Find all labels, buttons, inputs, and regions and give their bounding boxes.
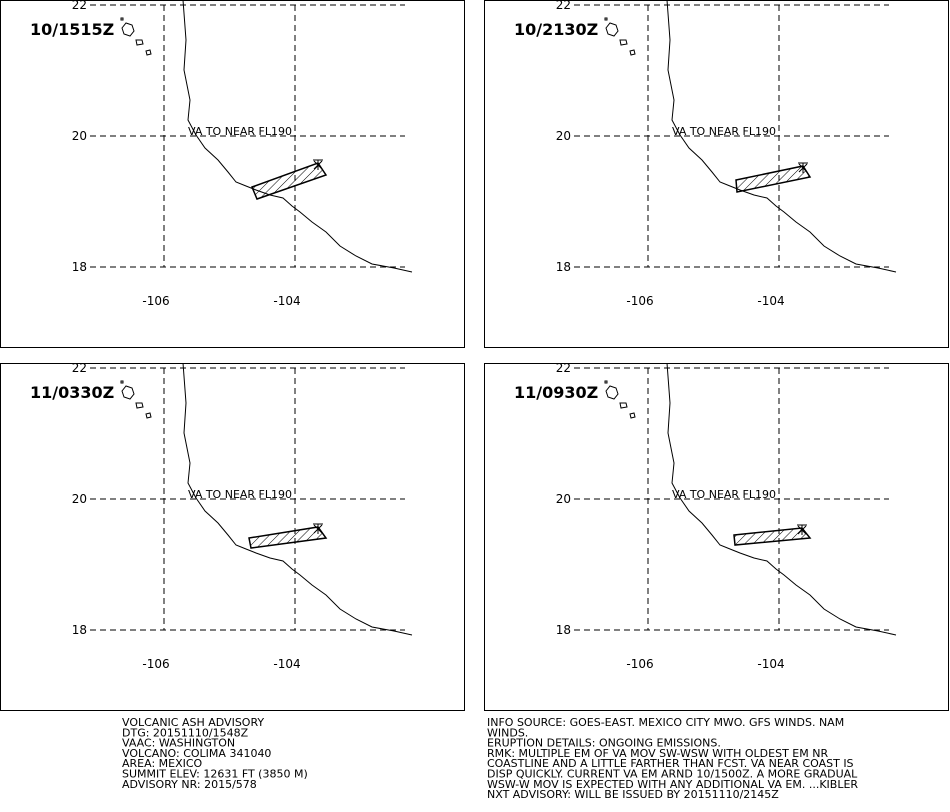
island [629,412,636,419]
longitude-label: -106 [626,657,653,671]
forecast-time: 11/0330Z [30,383,114,402]
forecast-time: 10/2130Z [514,20,598,39]
advisory-line: DISP QUICKLY. CURRENT VA EM ARND 10/1500… [487,768,858,781]
advisory-line: AREA: MEXICO [122,757,203,770]
longitude-label: -104 [273,294,300,308]
advisory-line: WSW-W MOV IS EXPECTED WITH ANY ADDITIONA… [487,778,858,791]
panel-border [484,363,949,711]
latitude-label: 22 [72,0,87,12]
island [619,39,628,46]
island [121,385,135,400]
island [120,17,124,21]
island [135,39,144,46]
volcano-symbol [313,159,323,170]
longitude-label: -104 [273,657,300,671]
ash-area [251,162,328,200]
advisory-line: RMK: MULTIPLE EM OF VA MOV SW-WSW WITH O… [487,747,828,760]
latitude-label: 20 [72,129,87,143]
island [605,385,619,400]
island [629,49,636,56]
ash-area [733,527,812,546]
volcano-symbol [313,523,323,534]
island [121,22,135,37]
latitude-label: 22 [72,361,87,375]
ash-annotation: VA TO NEAR FL190 [672,125,776,138]
ash-area [735,165,812,193]
longitude-label: -106 [142,657,169,671]
island [135,402,144,409]
advisory-line: DTG: 20151110/1548Z [122,726,249,739]
latitude-label: 20 [556,129,571,143]
latitude-label: 18 [556,260,571,274]
ash-annotation: VA TO NEAR FL190 [188,488,292,501]
advisory-line: WINDS. [487,726,528,739]
island [145,412,152,419]
latitude-label: 18 [72,260,87,274]
panel-border [484,0,949,348]
ash-annotation: VA TO NEAR FL190 [672,488,776,501]
longitude-label: -104 [757,294,784,308]
volcano-symbol [798,162,808,173]
latitude-label: 22 [556,0,571,12]
advisory-line: VOLCANIC ASH ADVISORY [122,716,264,729]
coastline [182,362,413,636]
forecast-time: 10/1515Z [30,20,114,39]
island [604,380,608,384]
advisory-line: NXT ADVISORY: WILL BE ISSUED BY 20151110… [487,788,779,801]
island [145,49,152,56]
panel-border [0,0,465,348]
latitude-label: 18 [72,623,87,637]
advisory-line: COASTLINE AND A LITTLE FARTHER THAN FCST… [487,757,854,770]
coastline [666,362,897,636]
island [120,380,124,384]
map-panel: 22 20 18 -106 -104 11/0330Z VA TO NEAR FL190 [0,361,465,711]
advisory-line: INFO SOURCE: GOES-EAST. MEXICO CITY MWO.… [487,716,844,729]
advisory-line: ADVISORY NR: 2015/578 [122,778,257,791]
latitude-label: 20 [72,492,87,506]
longitude-label: -106 [626,294,653,308]
advisory-line: SUMMIT ELEV: 12631 FT (3850 M) [122,768,308,781]
panel-border [0,363,465,711]
volcano-symbol [797,524,807,535]
map-panel: 22 20 18 -106 -104 11/0930Z VA TO NEAR FL190 [484,361,949,711]
advisory-line: ERUPTION DETAILS: ONGOING EMISSIONS. [487,737,721,750]
island [605,22,619,37]
latitude-label: 20 [556,492,571,506]
advisory-line: VAAC: WASHINGTON [122,737,235,750]
latitude-label: 22 [556,361,571,375]
island [604,17,608,21]
ash-area [248,526,328,549]
island [619,402,628,409]
latitude-label: 18 [556,623,571,637]
longitude-label: -106 [142,294,169,308]
map-panel: 22 20 18 -106 -104 10/1515Z VA TO NEAR FL190 [0,0,465,348]
longitude-label: -104 [757,657,784,671]
advisory-line: VOLCANO: COLIMA 341040 [122,747,271,760]
ash-annotation: VA TO NEAR FL190 [188,125,292,138]
map-panel: 22 20 18 -106 -104 10/2130Z VA TO NEAR FL190 [484,0,949,348]
forecast-time: 11/0930Z [514,383,598,402]
